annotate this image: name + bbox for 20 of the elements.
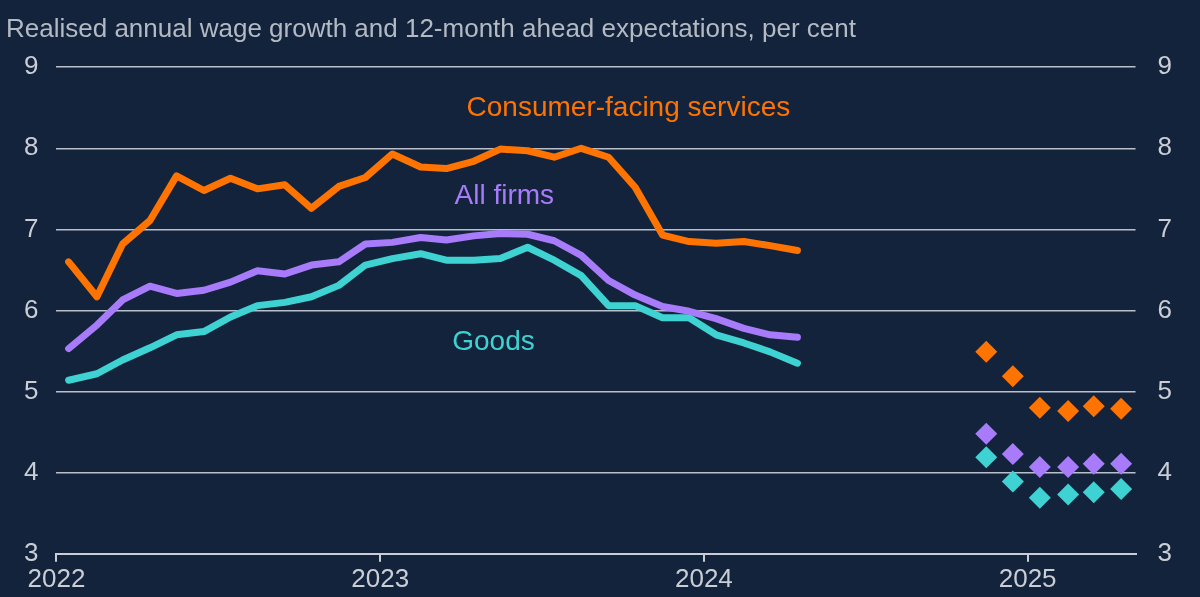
x-tick-label: 2024 <box>674 562 733 593</box>
y-tick-label: 5 <box>23 374 39 405</box>
x-tick-label: 2023 <box>351 562 410 593</box>
y2-tick-label: 5 <box>1157 374 1173 405</box>
y2-tick-label: 9 <box>1157 50 1173 81</box>
y2-tick-label: 4 <box>1157 455 1173 486</box>
y2-tick-label: 8 <box>1157 131 1173 162</box>
series-label: All firms <box>454 178 555 210</box>
y2-tick-label: 3 <box>1157 536 1173 567</box>
chart-title: Realised annual wage growth and 12-month ahead expectations, per cent <box>6 12 857 43</box>
y-tick-label: 6 <box>23 293 39 324</box>
y2-tick-label: 7 <box>1157 212 1173 243</box>
text: Goods <box>452 324 535 356</box>
series-label: Consumer-facing services <box>466 91 791 123</box>
y-tick-label: 9 <box>23 50 39 81</box>
y-tick-label: 7 <box>23 212 39 243</box>
x-tick-label: 2025 <box>998 562 1057 593</box>
y-tick-label: 4 <box>23 455 39 486</box>
y-tick-label: 8 <box>23 131 39 162</box>
y2-tick-label: 6 <box>1157 293 1173 324</box>
